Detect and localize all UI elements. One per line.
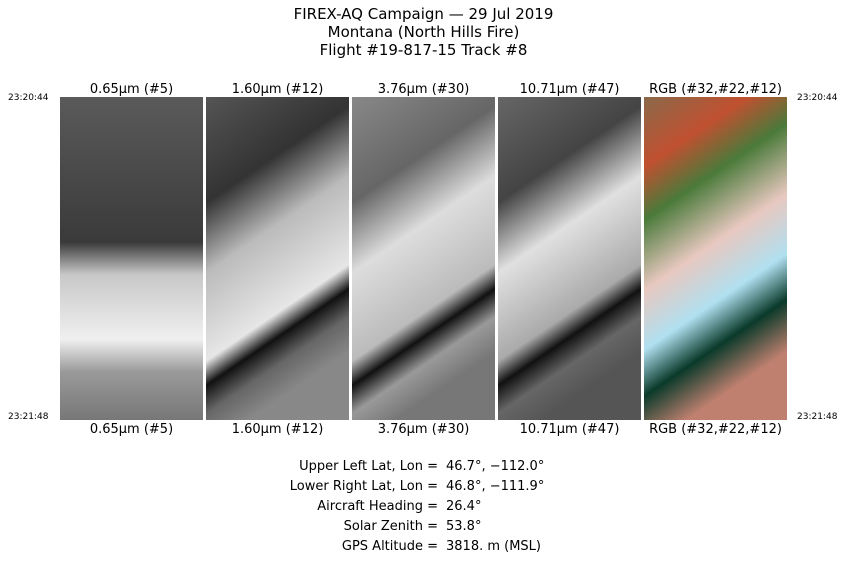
image-panel [60, 97, 203, 420]
info-value: 46.7°, −112.0° [446, 459, 545, 474]
image-panel [498, 97, 641, 420]
image-panel [352, 97, 495, 420]
start-time: 23:20:44 [797, 93, 838, 103]
panel-label: RGB (#32,#22,#12) [649, 422, 782, 437]
end-time: 23:21:48 [797, 412, 838, 422]
panel-label: 10.71μm (#47) [519, 82, 620, 97]
title-line: Montana (North Hills Fire) [327, 23, 520, 41]
panel-label: RGB (#32,#22,#12) [649, 82, 782, 97]
info-label: Lower Right Lat, Lon = [289, 479, 438, 494]
panel-label: 1.60μm (#12) [231, 82, 324, 97]
info-label: Solar Zenith = [343, 519, 438, 534]
image-panel [206, 97, 349, 420]
info-label: Aircraft Heading = [317, 499, 438, 514]
info-label: Upper Left Lat, Lon = [299, 459, 438, 474]
info-value: 3818. m (MSL) [446, 539, 541, 554]
panel-label: 0.65μm (#5) [89, 82, 174, 97]
title-line: FIREX-AQ Campaign — 29 Jul 2019 [293, 5, 554, 23]
info-label: GPS Altitude = [341, 539, 438, 554]
title-line: Flight #19-817-15 Track #8 [319, 41, 528, 59]
panel-label: 3.76μm (#30) [377, 82, 470, 97]
panel-label: 0.65μm (#5) [89, 422, 174, 437]
info-value: 26.4° [446, 499, 482, 514]
panel-label: 10.71μm (#47) [519, 422, 620, 437]
info-value: 53.8° [446, 519, 482, 534]
start-time: 23:20:44 [8, 93, 49, 103]
end-time: 23:21:48 [8, 412, 49, 422]
info-value: 46.8°, −111.9° [446, 479, 545, 494]
panel-label: 3.76μm (#30) [377, 422, 470, 437]
image-panel [644, 97, 787, 420]
panel-label: 1.60μm (#12) [231, 422, 324, 437]
